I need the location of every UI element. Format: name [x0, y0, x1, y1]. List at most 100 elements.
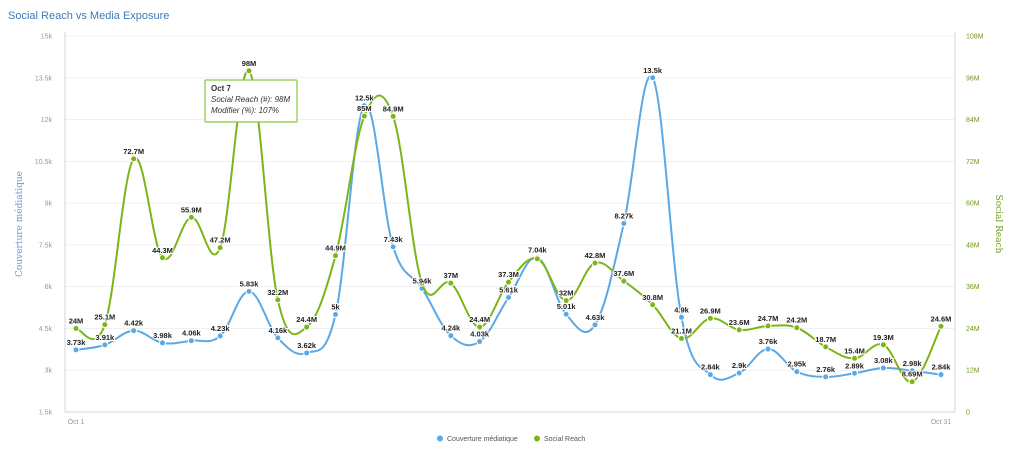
right-tick-label: 84M: [966, 117, 980, 124]
data-point: [101, 341, 109, 349]
left-tick-label: 4.5k: [39, 326, 53, 333]
data-point: [274, 334, 282, 342]
data-point: [851, 354, 858, 362]
data-point: [879, 341, 887, 349]
data-point: [937, 371, 945, 379]
data-point: [735, 326, 743, 334]
right-tick-label: 36M: [966, 284, 980, 291]
data-label: 85M: [357, 104, 372, 113]
data-point: [649, 301, 657, 309]
x-tick-label: Oct 31: [931, 419, 952, 426]
data-label: 5.61k: [499, 286, 519, 295]
data-point: [505, 294, 512, 302]
right-tick-label: 108M: [966, 34, 984, 41]
series-line-couverture: [75, 75, 942, 381]
data-point: [678, 335, 685, 343]
data-label: 21.1M: [671, 327, 692, 336]
data-point: [735, 369, 743, 377]
data-label: 2.98k: [903, 359, 923, 368]
left-tick-label: 6k: [45, 284, 53, 291]
right-tick-label: 12M: [966, 368, 980, 375]
data-point: [130, 155, 138, 163]
data-point: [245, 287, 253, 295]
data-point: [706, 371, 714, 379]
data-point: [418, 279, 426, 287]
left-tick-label: 10.5k: [35, 159, 53, 166]
chart-title: Social Reach vs Media Exposure: [8, 10, 170, 22]
data-point: [159, 254, 166, 262]
data-label: 37.3M: [498, 270, 519, 279]
data-point: [101, 321, 109, 329]
data-label: 13.5k: [643, 66, 663, 75]
data-point: [505, 278, 512, 286]
data-label: 98M: [242, 59, 257, 68]
data-label: 12.5k: [355, 94, 375, 103]
data-label: 4.23k: [211, 324, 231, 333]
data-label: 3.91k: [95, 333, 115, 342]
data-label: 24.4M: [296, 315, 317, 324]
data-label: 5k: [331, 303, 340, 312]
data-point: [187, 337, 195, 345]
data-point: [72, 324, 80, 332]
data-label: 32.2M: [267, 288, 288, 297]
data-point: [360, 102, 368, 110]
data-point: [879, 364, 887, 372]
data-label: 25.1M: [94, 313, 115, 322]
data-label: 4.03k: [470, 330, 490, 339]
data-point: [908, 378, 916, 386]
data-point: [476, 323, 484, 331]
data-label: 42.8M: [585, 251, 606, 260]
data-point: [793, 324, 801, 332]
legend-marker-social-reach: [534, 435, 540, 442]
data-label: 4.24k: [441, 324, 461, 333]
data-label: 2.9k: [732, 361, 747, 370]
data-label: 18.7M: [815, 335, 836, 344]
data-point: [764, 322, 772, 330]
data-label: 37.6M: [613, 269, 634, 278]
right-tick-label: 48M: [966, 242, 980, 249]
right-tick-label: 0: [966, 410, 970, 417]
data-point: [447, 279, 455, 287]
data-label: 5.83k: [240, 279, 260, 288]
data-point: [591, 321, 599, 329]
data-point: [620, 219, 628, 227]
data-label: 2.84k: [701, 363, 721, 372]
data-label: 7.04k: [528, 246, 548, 255]
data-label: 4.63k: [586, 313, 606, 322]
data-label: 8.27k: [614, 211, 634, 220]
tooltip-line: Social Reach (#): 98M: [211, 95, 290, 104]
data-label: 3.62k: [297, 341, 317, 350]
right-tick-label: 96M: [966, 75, 980, 82]
right-axis-title: Social Reach: [993, 195, 1003, 254]
left-tick-label: 1.5k: [39, 410, 53, 417]
tooltip-box: [204, 79, 298, 123]
data-point: [706, 314, 714, 322]
data-point: [620, 277, 628, 285]
data-point: [216, 244, 224, 252]
data-label: 19.3M: [873, 333, 894, 342]
left-tick-label: 15k: [41, 34, 53, 41]
data-label: 3.98k: [153, 331, 173, 340]
tooltip-line: Modifier (%): 107%: [211, 106, 279, 115]
data-point: [764, 345, 772, 353]
data-point: [72, 346, 80, 354]
data-label: 3.73k: [67, 338, 87, 347]
data-point: [389, 112, 397, 120]
data-point: [447, 332, 455, 340]
data-label: 44.9M: [325, 244, 346, 253]
data-point: [360, 112, 368, 120]
data-point: [678, 313, 685, 321]
data-point: [389, 243, 397, 251]
data-label: 2.95k: [787, 360, 807, 369]
data-label: 32M: [559, 289, 574, 298]
data-label: 3.76k: [759, 337, 779, 346]
data-label: 2.84k: [932, 363, 952, 372]
data-label: 84.9M: [383, 104, 404, 113]
data-point: [332, 252, 339, 260]
data-label: 24.4M: [469, 315, 490, 324]
data-label: 7.43k: [384, 235, 404, 244]
data-label: 15.4M: [844, 346, 865, 355]
data-point: [216, 332, 224, 340]
data-label: 44.3M: [152, 246, 173, 255]
